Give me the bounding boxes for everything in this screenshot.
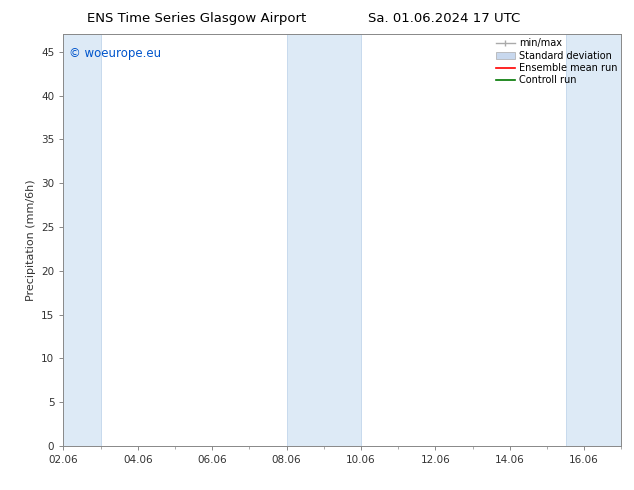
Bar — [566, 34, 625, 446]
Y-axis label: Precipitation (mm/6h): Precipitation (mm/6h) — [25, 179, 36, 301]
Bar — [60, 34, 101, 446]
Text: Sa. 01.06.2024 17 UTC: Sa. 01.06.2024 17 UTC — [368, 12, 520, 25]
Bar — [287, 34, 361, 446]
Legend: min/max, Standard deviation, Ensemble mean run, Controll run: min/max, Standard deviation, Ensemble me… — [494, 36, 619, 87]
Text: © woeurope.eu: © woeurope.eu — [69, 47, 161, 60]
Text: ENS Time Series Glasgow Airport: ENS Time Series Glasgow Airport — [87, 12, 306, 25]
